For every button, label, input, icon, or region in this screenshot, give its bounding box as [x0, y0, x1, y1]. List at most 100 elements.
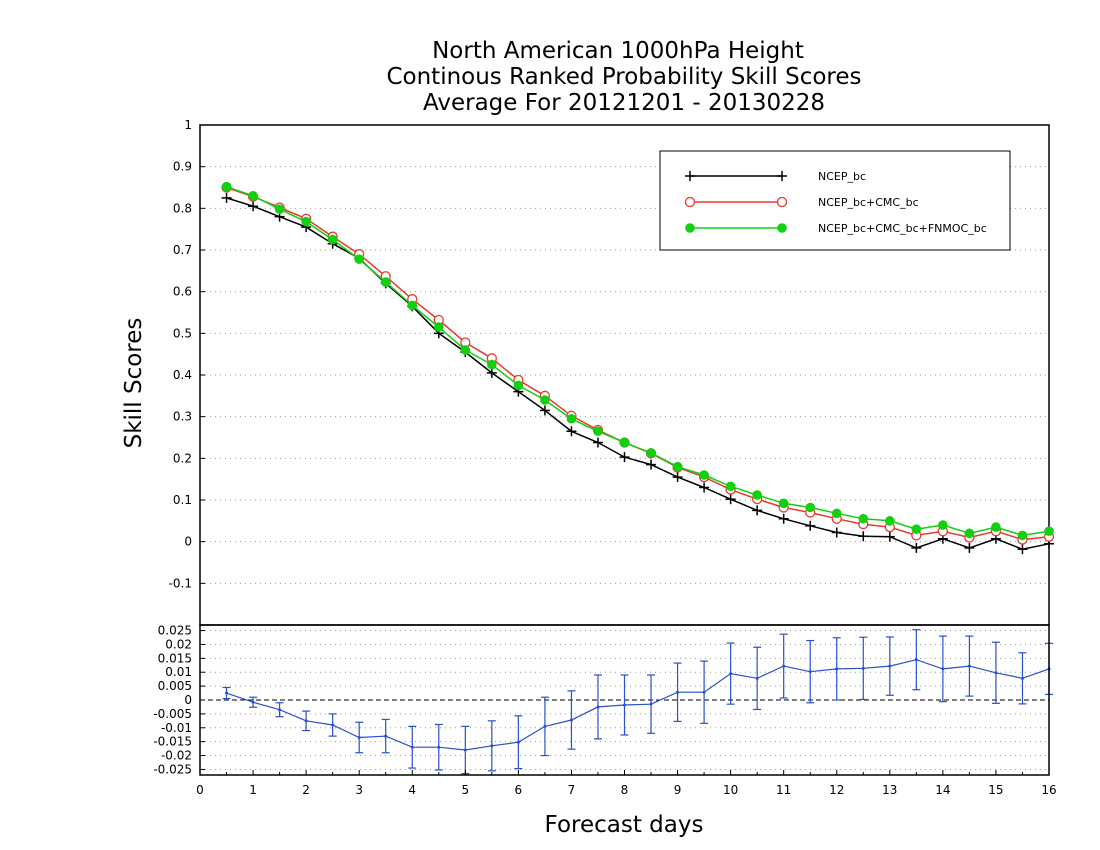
data-point: [885, 516, 895, 526]
data-point: [619, 437, 630, 448]
data-point: [593, 426, 603, 437]
data-point: [884, 531, 895, 542]
data-point: [858, 513, 869, 524]
data-point: [274, 204, 285, 214]
x-tick-label: 13: [882, 783, 897, 797]
chart-title-line1: North American 1000hPa Height: [432, 38, 804, 64]
data-point: [221, 192, 232, 203]
y-tick-label: -0.005: [153, 707, 192, 721]
data-point: [911, 524, 922, 534]
y-tick-label: -0.1: [169, 576, 192, 590]
data-point: [490, 744, 494, 748]
data-point: [994, 671, 998, 675]
data-point: [725, 481, 736, 492]
x-tick-label: 11: [776, 783, 791, 797]
data-point: [835, 667, 839, 671]
x-axis-label: Forecast days: [545, 812, 704, 838]
y-tick-label: 0.01: [165, 665, 192, 679]
y-tick-label: 0.005: [158, 679, 192, 693]
chart-title-line2: Continous Ranked Probability Skill Score…: [386, 64, 861, 90]
data-point: [278, 708, 282, 712]
data-point: [623, 703, 626, 707]
y-tick-label: 0.5: [173, 326, 192, 340]
data-point: [540, 395, 550, 405]
data-point: [676, 690, 680, 694]
data-point: [991, 522, 1001, 532]
data-point: [407, 300, 418, 311]
data-point: [301, 216, 311, 227]
data-point: [964, 542, 975, 553]
x-tick-label: 14: [935, 783, 950, 797]
x-tick-label: 9: [674, 783, 682, 797]
data-point: [964, 528, 975, 539]
data-point: [967, 664, 971, 668]
y-tick-label: 0.02: [165, 637, 192, 651]
data-point: [569, 718, 573, 722]
data-point: [248, 191, 258, 201]
x-tick-label: 4: [408, 783, 416, 797]
data-point: [225, 691, 229, 695]
data-point: [782, 664, 786, 668]
data-point: [805, 502, 816, 513]
legend-box: [659, 150, 1011, 251]
legend-marker: [685, 223, 695, 233]
data-point: [938, 520, 948, 530]
data-point: [725, 494, 736, 505]
x-tick-label: 7: [568, 783, 576, 797]
x-tick-label: 12: [829, 783, 844, 797]
x-tick-label: 1: [249, 783, 257, 797]
data-point: [380, 277, 391, 287]
data-point: [251, 700, 255, 704]
legend-marker: [685, 171, 695, 181]
x-tick-label: 10: [723, 783, 738, 797]
data-point: [592, 437, 603, 448]
y-tick-label: 1: [184, 118, 192, 132]
y-tick-label: 0.1: [173, 493, 192, 507]
data-point: [702, 690, 706, 694]
data-point: [646, 459, 657, 470]
data-point: [596, 705, 600, 709]
data-point: [460, 345, 471, 355]
data-point: [672, 461, 683, 472]
data-point: [729, 672, 733, 676]
data-point: [861, 666, 865, 670]
data-point: [516, 740, 520, 744]
legend-label: NCEP_bc+CMC_bc: [818, 196, 919, 209]
data-point: [1020, 676, 1024, 680]
legend-marker: [777, 171, 787, 181]
difference-panel: 0.0250.020.0150.010.0050-0.005-0.01-0.01…: [153, 624, 1056, 797]
data-point: [778, 498, 789, 509]
data-point: [1017, 544, 1028, 555]
data-point: [486, 367, 497, 378]
x-tick-label: 0: [196, 783, 204, 797]
data-point: [808, 670, 812, 674]
y-tick-label: 0: [184, 535, 192, 549]
data-point: [433, 322, 444, 332]
y-tick-label: 0.025: [158, 624, 192, 638]
data-point: [752, 505, 763, 516]
y-tick-label: 0: [184, 693, 192, 707]
data-point: [755, 676, 759, 680]
data-point: [831, 527, 842, 538]
series-line: [226, 197, 1050, 550]
data-point: [699, 482, 710, 493]
data-point: [831, 508, 842, 519]
data-point: [248, 201, 259, 212]
data-point: [646, 448, 656, 458]
data-point: [858, 531, 869, 542]
y-tick-label: 0.8: [173, 201, 192, 215]
data-point: [304, 719, 308, 723]
y-axis-label: Skill Scores: [121, 318, 147, 449]
data-point: [1044, 526, 1054, 537]
data-point: [672, 472, 683, 483]
data-point: [539, 405, 550, 416]
data-point: [357, 736, 361, 739]
data-point: [914, 658, 918, 662]
data-point: [410, 745, 414, 749]
chart-title-line3: Average For 20121201 - 20130228: [423, 90, 825, 116]
legend-marker: [776, 196, 788, 208]
data-point: [354, 254, 364, 264]
data-point: [487, 359, 497, 370]
data-point: [327, 234, 338, 245]
